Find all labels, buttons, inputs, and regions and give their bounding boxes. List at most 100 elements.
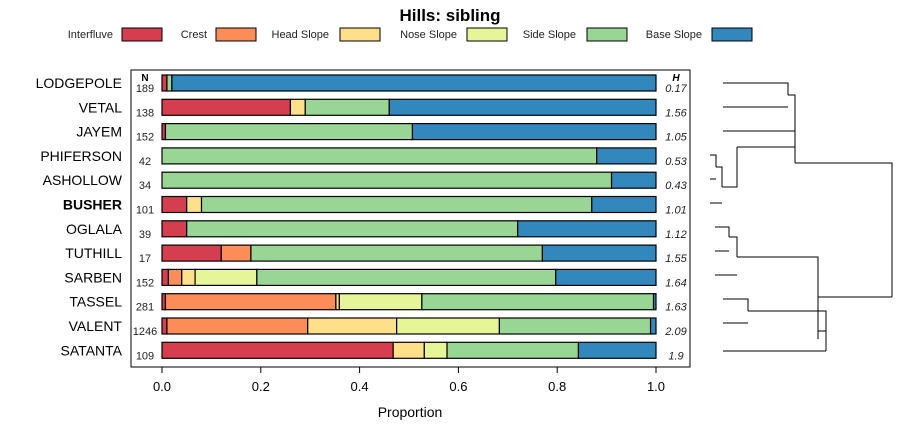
x-tick-label: 0.4	[351, 379, 369, 394]
row-label: TUTHILL	[65, 245, 122, 261]
dendrogram-branch	[723, 82, 789, 95]
row-label: PHIFERSON	[40, 148, 122, 164]
bar-segment	[392, 341, 425, 359]
bar-segment	[161, 195, 188, 214]
bar-segment	[610, 171, 657, 189]
row-label: OGLALA	[66, 221, 123, 237]
legend-swatch	[586, 27, 628, 42]
x-tick-label: 0.0	[153, 379, 171, 394]
bar-segment	[304, 98, 390, 116]
row-label: VETAL	[79, 99, 123, 115]
row-label: SATANTA	[61, 342, 123, 358]
h-column-header: H	[672, 73, 680, 84]
bar-segment	[541, 244, 657, 262]
bar-segment	[186, 220, 519, 238]
row-label: SARBEN	[64, 269, 122, 285]
row-label: TASSEL	[69, 294, 122, 310]
n-value: 39	[139, 229, 151, 241]
bar-segment	[498, 317, 652, 335]
bar-segment	[388, 98, 657, 116]
row-label: LODGEPOLE	[36, 75, 122, 91]
bar-row: SARBEN 152 1.64	[64, 268, 687, 289]
bar-segment	[256, 268, 557, 286]
bar-row: JAYEM 152 1.05	[76, 122, 688, 144]
bar-segment	[161, 147, 598, 165]
n-value: 152	[136, 132, 154, 144]
n-value: 17	[139, 253, 151, 265]
bar-segment	[161, 98, 292, 116]
bar-row: VALENT 1246 2.09	[69, 317, 687, 338]
bar-segment	[171, 74, 657, 92]
bar-rows: LODGEPOLE 189 0.17 VETAL 138 1.56 JAYEM 152 1.05…	[36, 74, 688, 362]
bar-segment	[649, 317, 657, 335]
bar-segment	[186, 195, 203, 214]
bar-segment	[421, 293, 655, 311]
dendrogram-branch	[795, 162, 893, 297]
x-axis-title: Proportion	[378, 404, 443, 420]
n-value: 281	[136, 302, 154, 314]
bar-segment	[396, 317, 501, 335]
legend-label: Side Slope	[523, 29, 576, 41]
bar-row: VETAL 138 1.56	[79, 98, 688, 119]
bar-segment	[161, 317, 168, 335]
h-value: 1.05	[665, 132, 687, 144]
bar-segment	[167, 268, 183, 286]
bar-segment	[200, 195, 593, 214]
bar-segment	[161, 220, 188, 238]
h-value: 1.01	[665, 205, 686, 217]
bar-row: LODGEPOLE 189 0.17	[36, 74, 688, 95]
legend: Interfluve Crest Head Slope Nose Slope Side …	[68, 27, 753, 42]
bar-segment	[289, 98, 306, 116]
h-value: 1.9	[668, 350, 683, 362]
bar-segment	[166, 317, 309, 335]
x-axis: 0.0 0.2 0.4 0.6 0.8 1.0	[153, 367, 665, 394]
legend-swatch	[711, 27, 753, 42]
dendrogram-branch	[748, 310, 827, 351]
bar-segment	[166, 74, 173, 92]
n-value: 189	[136, 83, 154, 95]
n-value: 1246	[133, 326, 157, 338]
n-value: 42	[139, 156, 151, 168]
plot-frame	[130, 69, 691, 368]
bar-row: ASHOLLOW 34 0.43	[43, 171, 688, 192]
x-tick-label: 0.2	[252, 379, 270, 394]
dendrogram-branch	[715, 226, 730, 237]
h-value: 1.63	[665, 302, 687, 314]
dendrogram-branch	[710, 154, 717, 167]
h-value: 1.12	[665, 229, 686, 241]
legend-label: Crest	[181, 29, 207, 41]
bar-segment	[164, 122, 414, 141]
row-label: JAYEM	[76, 124, 122, 140]
bar-segment	[596, 147, 657, 165]
bar-row: TASSEL 281 1.63	[69, 293, 688, 314]
bar-segment	[161, 74, 168, 92]
bar-row: SATANTA 109 1.9	[61, 341, 684, 362]
bar-segment	[194, 268, 258, 286]
legend-label: Head Slope	[272, 29, 330, 41]
bar-segment	[446, 341, 580, 359]
h-value: 0.17	[665, 83, 687, 95]
bar-segment	[164, 293, 337, 311]
dendrogram-branch	[722, 147, 738, 188]
h-value: 1.64	[665, 277, 686, 289]
h-value: 0.43	[665, 180, 687, 192]
legend-label: Interfluve	[68, 29, 113, 41]
bar-row: TUTHILL 17 1.55	[65, 244, 688, 265]
chart-title: Hills: sibling	[399, 6, 500, 25]
bar-segment	[250, 244, 543, 262]
h-value: 1.56	[665, 107, 687, 119]
bar-segment	[161, 341, 394, 359]
dendrogram-branch	[716, 166, 723, 187]
bar-segment	[591, 195, 657, 214]
n-value: 152	[136, 277, 154, 289]
legend-label: Nose Slope	[400, 29, 457, 41]
dendrogram-branch	[723, 298, 749, 311]
h-value: 1.55	[665, 253, 687, 265]
dendrogram-branch	[729, 236, 738, 257]
bar-segment	[555, 268, 657, 286]
h-value: 0.53	[665, 156, 687, 168]
legend-swatch	[339, 27, 381, 42]
n-value: 109	[136, 350, 154, 362]
bar-row: BUSHER 101 1.01	[63, 195, 687, 217]
dendrogram-branch	[737, 256, 819, 339]
